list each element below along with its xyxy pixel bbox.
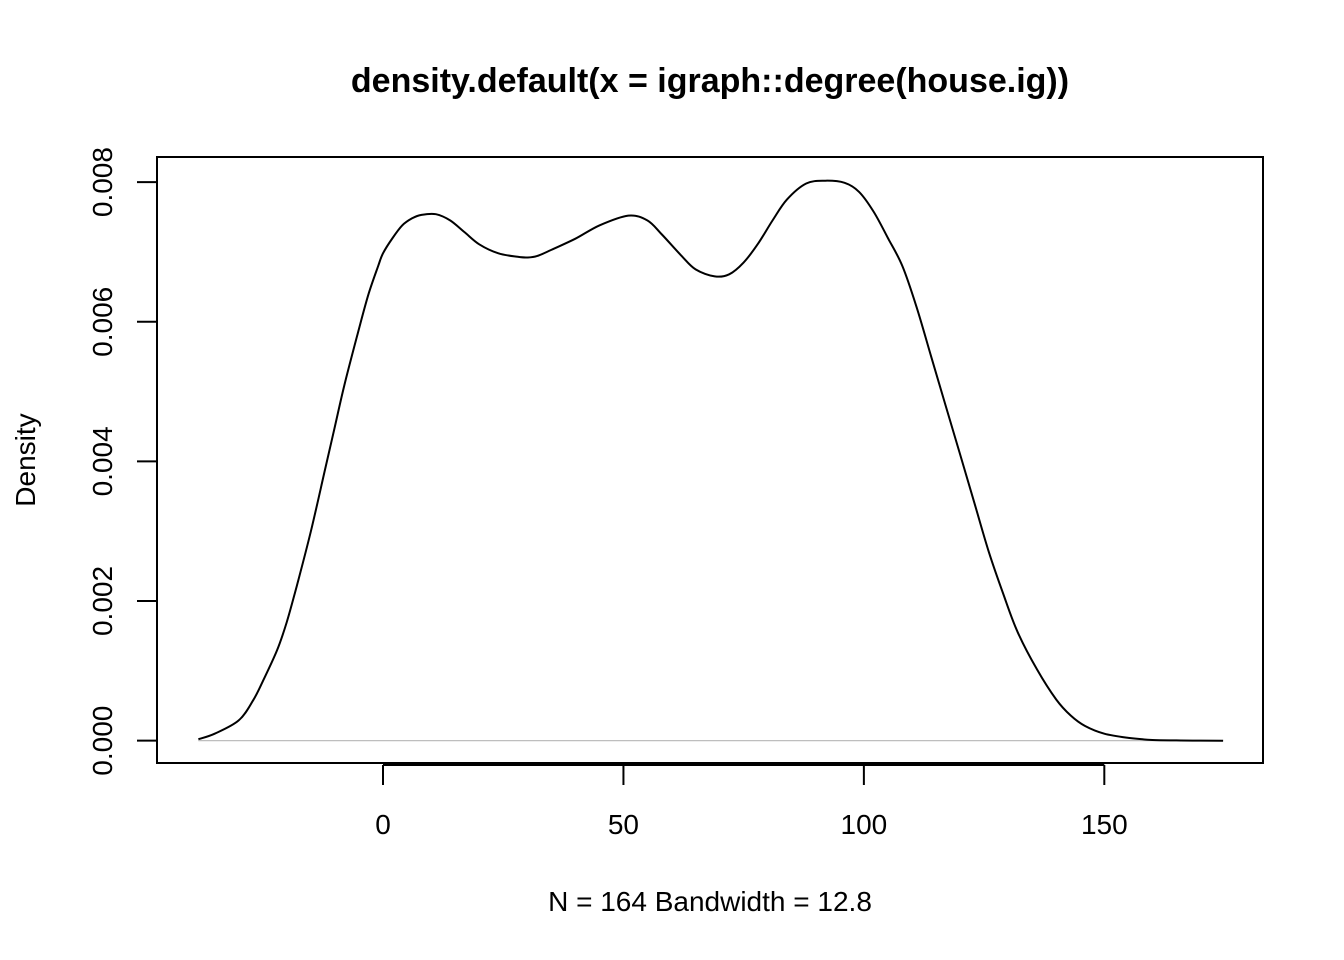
x-axis: 0 50 100 150 [375,764,1128,840]
x-tick-label: 150 [1081,809,1128,840]
plot-frame [156,156,1264,764]
chart-title: density.default(x = igraph::degree(house… [351,62,1069,100]
y-tick-label: 0.004 [87,426,118,496]
x-tick-label: 100 [841,809,888,840]
y-axis-label: Density [10,413,41,506]
y-tick-label: 0.000 [87,706,118,776]
y-axis: 0.000 0.002 0.004 0.006 0.008 [87,147,158,776]
x-tick-label: 50 [608,809,639,840]
density-curve-line [198,179,1224,742]
x-axis-label: N = 164 Bandwidth = 12.8 [548,886,872,917]
y-tick-label: 0.002 [87,566,118,636]
y-tick-label: 0.008 [87,147,118,217]
y-tick-label: 0.006 [87,287,118,357]
x-tick-label: 0 [375,809,391,840]
